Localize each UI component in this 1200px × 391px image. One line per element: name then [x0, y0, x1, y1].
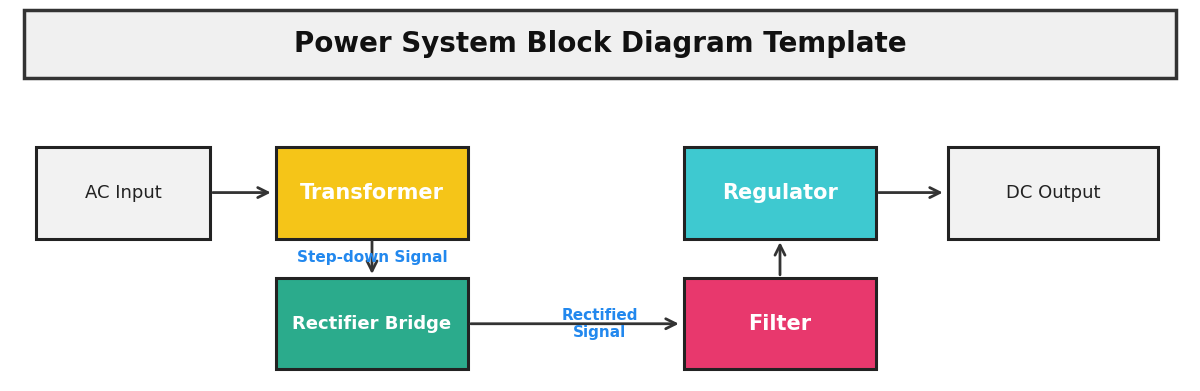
Text: Rectified
Signal: Rectified Signal	[562, 308, 638, 340]
Text: Transformer: Transformer	[300, 183, 444, 203]
FancyBboxPatch shape	[684, 147, 876, 239]
FancyBboxPatch shape	[276, 278, 468, 369]
FancyBboxPatch shape	[24, 10, 1176, 78]
Text: DC Output: DC Output	[1006, 183, 1100, 202]
FancyBboxPatch shape	[36, 147, 210, 239]
Text: Filter: Filter	[749, 314, 811, 334]
FancyBboxPatch shape	[684, 278, 876, 369]
FancyBboxPatch shape	[276, 147, 468, 239]
Text: Rectifier Bridge: Rectifier Bridge	[293, 314, 451, 333]
Text: Step-down Signal: Step-down Signal	[296, 250, 448, 265]
Text: AC Input: AC Input	[85, 183, 161, 202]
FancyBboxPatch shape	[948, 147, 1158, 239]
Text: Regulator: Regulator	[722, 183, 838, 203]
Text: Power System Block Diagram Template: Power System Block Diagram Template	[294, 30, 906, 58]
